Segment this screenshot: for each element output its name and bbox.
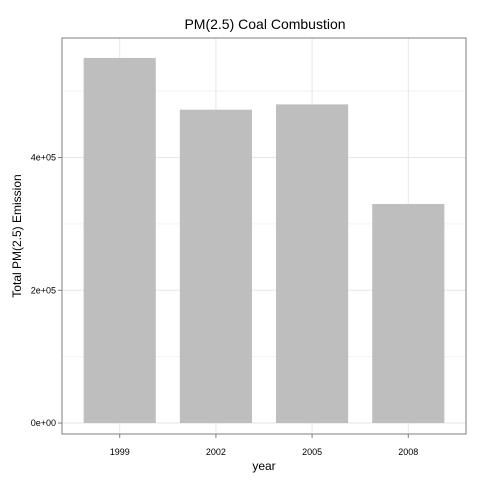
y-tick-label: 2e+05	[31, 285, 56, 295]
bars	[83, 57, 445, 424]
chart-title: PM(2.5) Coal Combustion	[184, 16, 345, 32]
bar-2008	[372, 203, 445, 424]
bar-1999	[83, 57, 156, 424]
x-tick-label: 2005	[302, 447, 322, 457]
x-axis-title: year	[252, 459, 275, 473]
y-axis-ticks: 0e+00 2e+05 4e+05	[31, 152, 62, 428]
x-tick-label: 1999	[110, 447, 130, 457]
x-tick-label: 2002	[206, 447, 226, 457]
x-tick-label: 2008	[398, 447, 418, 457]
panel-border	[61, 37, 467, 435]
bar-2002	[179, 109, 252, 424]
x-axis-ticks: 1999 2002 2005 2008	[110, 434, 418, 457]
bar-2005	[276, 104, 349, 424]
y-axis-title: Total PM(2.5) Emission	[10, 174, 24, 297]
y-tick-label: 4e+05	[31, 152, 56, 162]
y-tick-label: 0e+00	[31, 418, 56, 428]
